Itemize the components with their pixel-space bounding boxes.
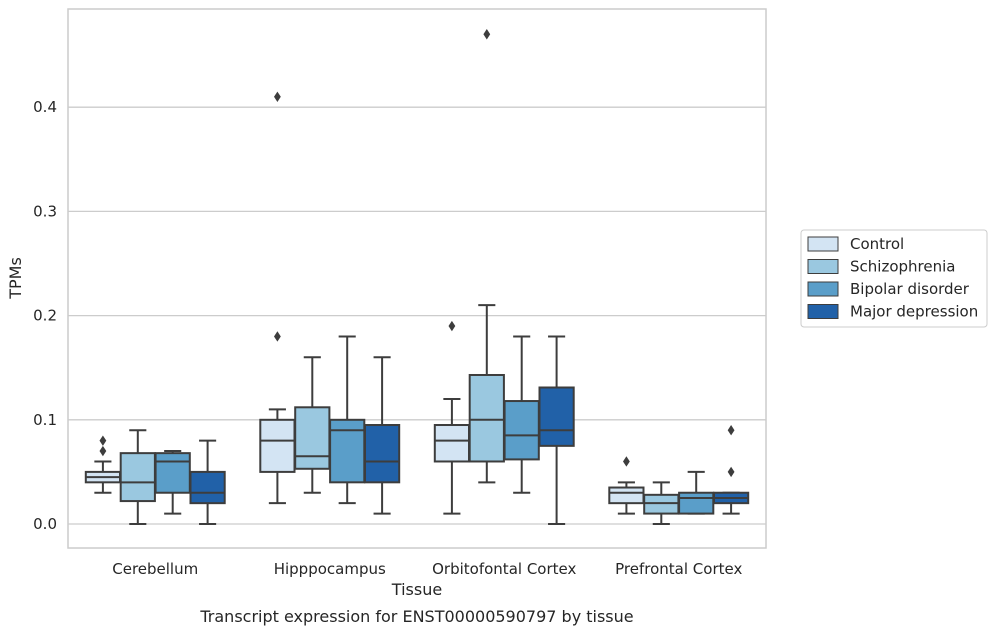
outlier-point — [274, 331, 281, 342]
legend-label: Major depression — [850, 303, 978, 321]
box-iqr — [538, 386, 575, 447]
box-control — [259, 91, 296, 505]
box-bipolar-disorder — [329, 335, 366, 505]
box-major-depression — [189, 439, 226, 525]
box-iqr — [259, 418, 296, 473]
grid-lines — [68, 106, 766, 525]
box-iqr — [608, 486, 645, 505]
box-iqr — [678, 491, 715, 515]
box-iqr — [503, 400, 540, 461]
y-tick-label: 0.0 — [33, 515, 57, 533]
x-axis-label: Tissue — [391, 580, 442, 599]
y-axis-label: TPMs — [6, 257, 25, 300]
x-tick-label: Prefrontal Cortex — [615, 560, 742, 578]
box-major-depression — [712, 425, 750, 515]
box-iqr — [329, 418, 366, 484]
box-iqr — [643, 493, 680, 515]
y-tick-label: 0.2 — [33, 307, 57, 325]
legend-swatch — [807, 304, 839, 319]
legend-label: Control — [850, 235, 904, 253]
box-bipolar-disorder — [154, 450, 191, 515]
box-iqr — [363, 424, 401, 484]
legend-label: Schizophrenia — [850, 258, 955, 276]
box-iqr — [119, 452, 156, 503]
legend-swatch — [807, 281, 839, 297]
outlier-point — [99, 435, 107, 446]
box-iqr — [189, 470, 226, 505]
outlier-point — [623, 456, 630, 467]
box-control — [608, 456, 645, 515]
chart-caption: Transcript expression for ENST0000059079… — [199, 607, 633, 626]
legend-label: Bipolar disorder — [850, 280, 970, 298]
y-axis-ticks: 0.0 0.1 0.2 0.3 0.4 — [33, 98, 57, 533]
legend-swatch — [807, 236, 839, 252]
outlier-point — [99, 445, 107, 457]
box-iqr — [468, 373, 505, 463]
box-major-depression — [538, 335, 575, 525]
box-iqr — [154, 452, 191, 494]
outlier-point — [274, 91, 281, 102]
legend-frame — [800, 229, 988, 328]
legend-swatch — [807, 259, 839, 274]
legend: Control Schizophrenia Bipolar disorder Majo… — [800, 229, 988, 328]
outlier-point — [727, 466, 735, 478]
box-iqr — [294, 406, 331, 470]
y-tick-label: 0.3 — [33, 202, 57, 220]
y-tick-label: 0.4 — [33, 98, 57, 116]
box-plot-area — [84, 29, 750, 525]
outlier-point — [448, 320, 456, 332]
x-tick-label: Hipppocampus — [274, 560, 386, 578]
y-tick-label: 0.1 — [33, 411, 57, 429]
outlier-point — [483, 29, 491, 40]
x-axis-ticks: Cerebellum Hipppocampus Orbitofontal Corte… — [112, 560, 742, 578]
plot-frame — [67, 8, 767, 549]
box-iqr — [433, 424, 471, 463]
box-schizophrenia — [119, 429, 156, 525]
x-tick-label: Cerebellum — [112, 560, 198, 578]
outlier-point — [727, 425, 735, 436]
box-major-depression — [363, 356, 401, 515]
box-bipolar-disorder — [503, 335, 540, 494]
x-tick-label: Orbitofontal Cortex — [432, 560, 576, 578]
